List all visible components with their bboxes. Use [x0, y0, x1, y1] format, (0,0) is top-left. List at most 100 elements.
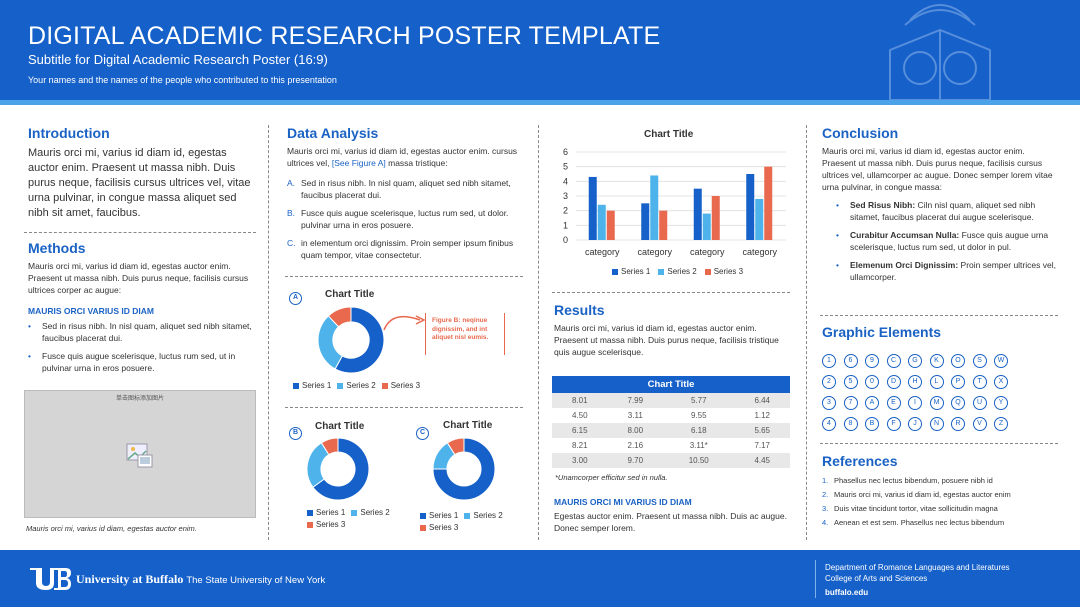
y-tick-label: 1 — [563, 220, 568, 230]
x-tick-label: category — [637, 247, 672, 257]
list-item: Fusce quis augue scelerisque, luctus rum… — [14, 350, 258, 374]
results-heading: Results — [554, 302, 605, 318]
circled-character-icon: 2 — [822, 375, 836, 389]
circled-character-icon: C — [886, 354, 901, 368]
column-divider — [806, 125, 807, 540]
bar-chart-title: Chart Title — [644, 129, 694, 140]
list-item: 3. Duis vitae tincidunt tortor, vitae sol… — [822, 504, 998, 513]
circled-character-icon: A — [865, 396, 879, 410]
list-item: Elemenum Orci Dignissim: Proin semper ul… — [822, 259, 1058, 283]
bar-chart-legend: Series 1 Series 2 Series 3 — [612, 267, 751, 276]
bar — [711, 196, 720, 240]
bar — [746, 174, 755, 240]
bar — [588, 176, 597, 240]
list-item: Curabitur Accumsan Nulla: Fusce quis aug… — [822, 229, 1058, 253]
circled-character-icon: J — [908, 417, 922, 431]
legend-item: Series 1 — [307, 507, 345, 519]
pie-slice — [334, 306, 385, 374]
references-section: References 1. Phasellus nec lectus bibend… — [822, 453, 1058, 532]
circled-character-icon: M — [929, 396, 944, 410]
legend-item: Series 1 — [420, 510, 458, 522]
chart-c-badge: C — [416, 421, 429, 440]
pie-slice — [312, 437, 370, 501]
bar — [764, 166, 773, 240]
methods-bullets: Sed in risus nibh. In nisl quam, aliquet… — [14, 320, 258, 374]
list-item: 4. Aenean et est sem. Phasellus nec lectu… — [822, 518, 1005, 527]
circled-character-icon: K — [929, 354, 944, 368]
figure-link[interactable]: [See Figure A] — [331, 158, 386, 168]
circled-character-icon: D — [886, 375, 901, 389]
section-divider — [820, 315, 1058, 316]
circled-character-icon: X — [994, 375, 1008, 389]
conclusion-bullets: Sed Risus Nibh: Ciln nisl quam, aliquet … — [822, 199, 1058, 283]
circled-character-icon: U — [972, 396, 987, 410]
circled-character-icon: T — [972, 375, 987, 389]
legend-item: Series 2 — [658, 267, 697, 276]
conclusion-text: Mauris orci mi, varius id diam id, egest… — [822, 146, 1053, 192]
methods-subheading: MAURIS ORCI VARIUS ID DIAM — [28, 306, 154, 316]
insert-picture-icon[interactable] — [126, 443, 154, 469]
bar — [702, 213, 711, 240]
references-list: 1. Phasellus nec lectus bibendum, posuere… — [822, 476, 1058, 528]
bar — [597, 204, 606, 240]
pie-slice — [327, 306, 352, 328]
figure-b-callout: Figure B: neqinue dignissim, and int ali… — [425, 313, 505, 355]
circled-character-icon: N — [929, 417, 944, 431]
bar — [606, 210, 615, 240]
circled-character-icon: 6 — [843, 354, 858, 368]
image-caption: Mauris orci mi, varius id diam, egestas … — [26, 524, 197, 533]
legend-item: Series 3 — [420, 522, 458, 534]
references-heading: References — [822, 453, 898, 469]
circled-character-icon: 7 — [843, 396, 858, 410]
introduction-heading: Introduction — [28, 125, 110, 141]
legend-item: Series 3 — [704, 267, 743, 276]
callout-arrow-icon — [383, 315, 426, 331]
circled-character-icon: 0 — [865, 375, 879, 389]
data-analysis-heading: Data Analysis — [287, 125, 379, 141]
table-row: 8.01 7.99 5.77 6.44 — [552, 393, 790, 408]
x-tick-label: category — [690, 247, 725, 257]
chart-a-badge: A — [289, 286, 302, 305]
methods-text: Mauris orci mi, varius id diam id, egest… — [28, 261, 249, 295]
results-text: Mauris orci mi, varius id diam id, egest… — [554, 323, 779, 357]
section-divider — [285, 276, 523, 277]
results-subtext: Egestas auctor enim. Praesent ut massa n… — [554, 511, 787, 533]
methods-heading: Methods — [28, 240, 86, 256]
section-divider — [285, 407, 523, 408]
introduction-text: Mauris orci mi, varius id diam id, egest… — [28, 147, 251, 219]
table-row: 3.00 9.70 10.50 4.45 — [552, 453, 790, 468]
circled-character-icon: P — [951, 375, 965, 389]
department-info: Department of Romance Languages and Lite… — [825, 563, 1010, 597]
bar — [659, 210, 668, 240]
footer-url[interactable]: buffalo.edu — [825, 588, 869, 597]
list-item: 2. Mauris orci mi, varius id diam id, ege… — [822, 490, 1011, 499]
legend-item: Series 1 — [293, 381, 331, 390]
poster-subtitle: Subtitle for Digital Academic Research P… — [28, 52, 328, 67]
data-analysis-list: A. Sed in risus nibh. In nisl quam, aliqu… — [273, 177, 522, 261]
list-item: 1. Phasellus nec lectus bibendum, posuere… — [822, 476, 993, 485]
circled-character-icon: H — [908, 375, 922, 389]
image-placeholder[interactable]: 单击图标添加图片 — [24, 390, 256, 518]
column-divider — [538, 125, 539, 540]
pie-slice — [432, 437, 496, 501]
legend-item: Series 3 — [381, 381, 420, 390]
chart-c-legend: Series 1 Series 2 Series 3 — [420, 510, 525, 534]
circled-character-icon: 5 — [843, 375, 858, 389]
y-tick-label: 6 — [563, 147, 568, 157]
results-section: Results Mauris orci mi, varius id diam i… — [554, 302, 790, 358]
section-divider — [820, 443, 1058, 444]
y-tick-label: 2 — [563, 206, 568, 216]
chart-b-badge: B — [289, 421, 302, 440]
chart-c-title: Chart Title — [443, 420, 493, 431]
table-row: 6.15 8.00 6.18 5.65 — [552, 423, 790, 438]
ub-logo-icon — [30, 568, 71, 590]
data-analysis-text: Mauris orci mi, varius id diam id, egest… — [287, 146, 518, 168]
table-row: 4.50 3.11 9.55 1.12 — [571, 411, 771, 420]
circled-character-icon: 8 — [843, 417, 858, 431]
circled-character-icon: 9 — [865, 354, 879, 368]
circled-character-icon: 1 — [822, 354, 836, 368]
